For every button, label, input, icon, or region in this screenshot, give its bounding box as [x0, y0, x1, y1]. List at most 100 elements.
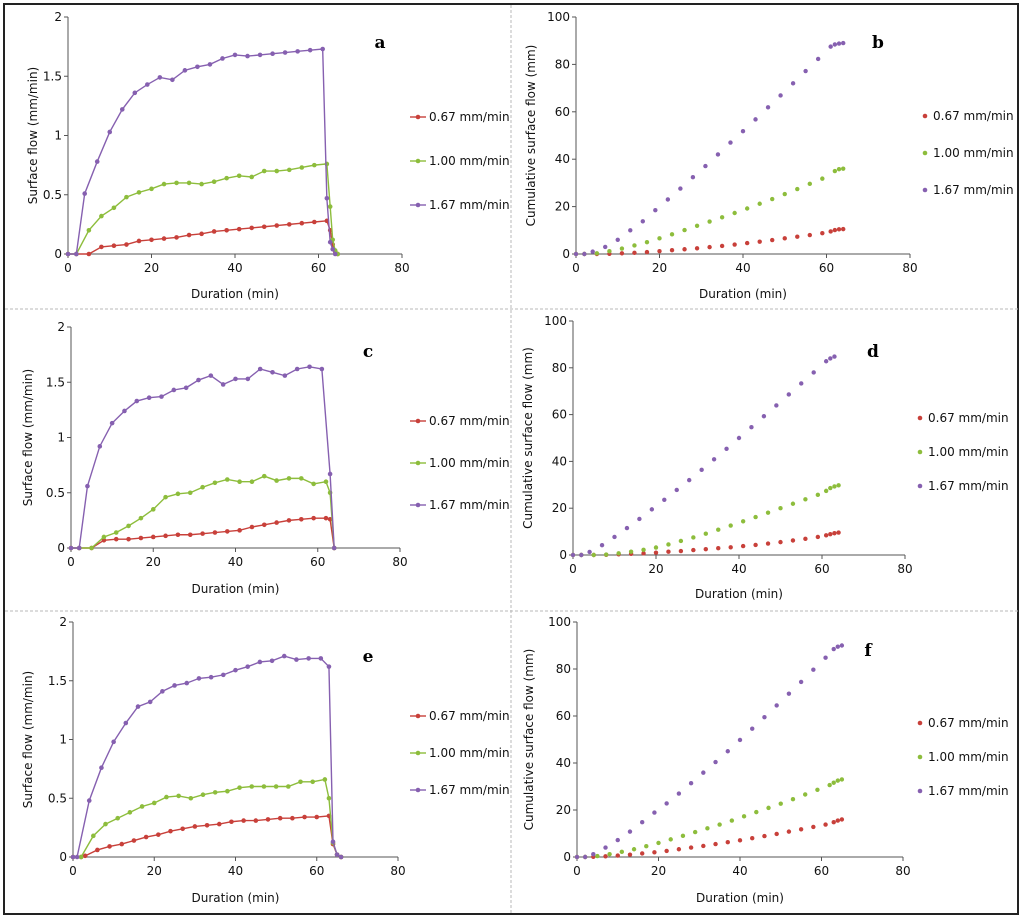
x-tick-label: 0 [572, 261, 580, 275]
data-point [823, 655, 828, 660]
data-point [163, 533, 168, 539]
data-point [637, 516, 642, 522]
data-point [754, 809, 759, 815]
data-point [790, 501, 796, 506]
legend-marker [917, 788, 923, 794]
data-point [161, 181, 167, 187]
series-line [73, 815, 342, 858]
data-point [115, 815, 120, 821]
data-point [109, 420, 115, 426]
data-point [713, 759, 718, 765]
x-tick-label: 60 [814, 562, 829, 576]
data-point [319, 366, 325, 372]
data-point [103, 821, 108, 827]
data-point [171, 387, 177, 393]
data-point [687, 477, 692, 483]
data-point [703, 163, 708, 169]
data-point [691, 547, 696, 553]
data-point [170, 77, 175, 83]
data-point [732, 210, 737, 216]
data-point [311, 481, 316, 487]
data-point [579, 552, 584, 558]
data-point [65, 251, 71, 257]
x-tick-label: 40 [227, 261, 242, 275]
data-point [649, 507, 655, 512]
data-point [615, 237, 620, 242]
x-tick-label: 20 [146, 555, 161, 569]
data-point [99, 765, 104, 770]
data-point [678, 548, 684, 554]
data-point [163, 494, 168, 500]
data-point [331, 545, 337, 551]
data-point [257, 366, 263, 372]
data-point [790, 81, 796, 86]
y-tick-label: 1 [57, 431, 65, 445]
data-point [717, 822, 722, 827]
data-point [728, 140, 733, 145]
data-point [249, 174, 254, 180]
data-point [225, 788, 230, 794]
data-point [174, 180, 179, 186]
series-0 [573, 226, 846, 257]
data-point [327, 204, 333, 209]
series-1 [573, 166, 846, 257]
data-point [338, 854, 344, 860]
y-axis-label: Surface flow (mm/min) [26, 67, 40, 204]
data-point [719, 215, 725, 220]
data-point [107, 129, 113, 135]
data-point [828, 229, 833, 234]
data-point [591, 552, 596, 558]
y-tick-label: 20 [552, 501, 567, 515]
data-point [220, 382, 226, 387]
data-point [688, 781, 694, 786]
y-tick-label: 60 [556, 709, 571, 723]
data-point [678, 538, 684, 544]
data-point [778, 801, 783, 806]
legend-label: 1.00 mm/min [429, 456, 510, 470]
data-point [652, 850, 657, 855]
data-point [78, 854, 84, 860]
data-point [119, 107, 125, 112]
data-point [729, 818, 735, 823]
data-point [682, 247, 687, 252]
data-point [632, 250, 637, 256]
data-point [795, 234, 800, 239]
data-point [192, 824, 198, 829]
series-line [68, 163, 339, 255]
legend-marker [415, 750, 421, 756]
legend-label: 1.00 mm/min [933, 146, 1014, 160]
data-point [701, 843, 706, 849]
data-point [107, 844, 112, 849]
data-point [836, 227, 842, 232]
data-point [835, 818, 840, 823]
data-point [715, 152, 721, 157]
data-point [682, 227, 687, 233]
y-tick-label: 1.5 [46, 375, 65, 389]
data-point [277, 815, 283, 821]
data-point [737, 737, 743, 743]
data-point [180, 826, 185, 832]
data-point [815, 534, 821, 540]
data-point [624, 525, 630, 531]
x-tick-label: 80 [895, 864, 910, 878]
data-point [627, 852, 633, 857]
data-point [815, 492, 821, 498]
data-point [111, 243, 117, 249]
data-point [694, 223, 700, 228]
data-point [281, 653, 287, 659]
data-point [607, 248, 612, 254]
data-point [798, 679, 804, 685]
data-point [641, 547, 646, 553]
data-point [770, 237, 775, 243]
y-tick-label: 0 [562, 247, 570, 261]
legend-marker [415, 418, 421, 424]
data-point [211, 179, 217, 185]
y-tick-label: 40 [552, 454, 567, 468]
data-point [164, 794, 169, 800]
series-line [71, 366, 335, 549]
data-point [224, 529, 230, 534]
legend-label: 1.67 mm/min [429, 783, 510, 797]
data-point [136, 238, 142, 244]
data-point [229, 819, 234, 825]
